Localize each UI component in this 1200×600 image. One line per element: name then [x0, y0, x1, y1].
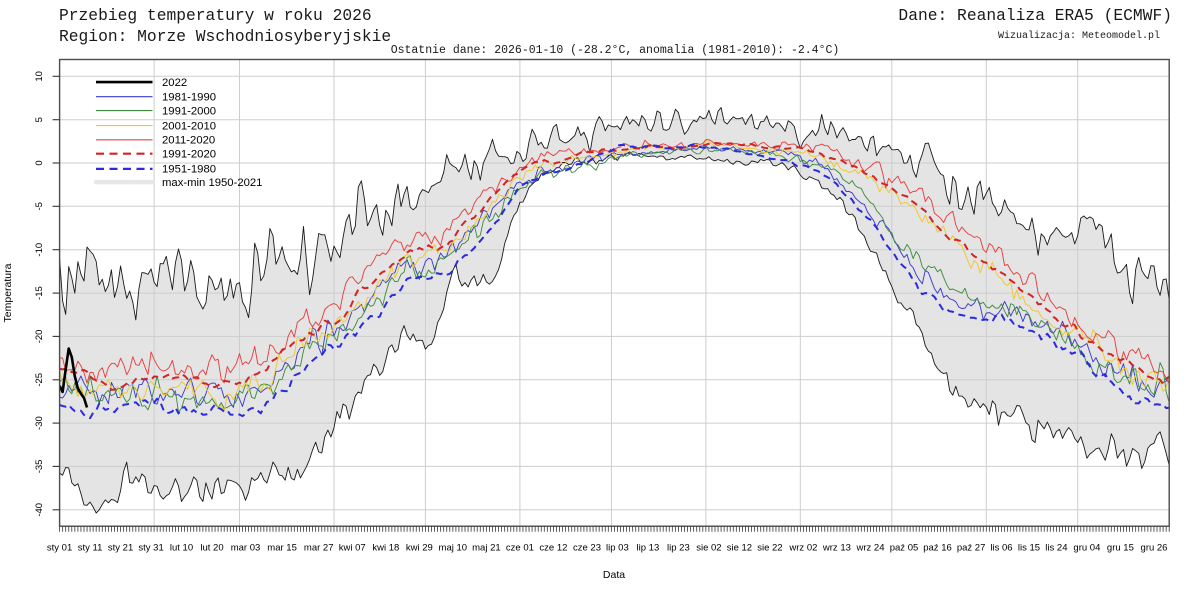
svg-text:mar 15: mar 15	[267, 543, 297, 554]
svg-text:lut 10: lut 10	[170, 543, 193, 554]
svg-text:Dane: Reanaliza ERA5 (ECMWF): Dane: Reanaliza ERA5 (ECMWF)	[898, 6, 1172, 25]
svg-text:cze 23: cze 23	[573, 543, 601, 554]
svg-text:wrz 02: wrz 02	[788, 543, 817, 554]
svg-text:-25: -25	[34, 373, 45, 387]
svg-text:max-min 1950-2021: max-min 1950-2021	[162, 177, 262, 189]
svg-text:2022: 2022	[162, 77, 187, 89]
svg-text:2001-2010: 2001-2010	[162, 120, 216, 132]
svg-text:sty 11: sty 11	[78, 543, 103, 554]
svg-text:-35: -35	[34, 460, 45, 474]
svg-text:paź 05: paź 05	[890, 543, 919, 554]
svg-text:-30: -30	[34, 416, 45, 430]
svg-text:lip 03: lip 03	[606, 543, 629, 554]
svg-text:mar 03: mar 03	[231, 543, 261, 554]
svg-text:-40: -40	[34, 503, 45, 517]
svg-text:1991-2020: 1991-2020	[162, 149, 216, 161]
svg-text:gru 26: gru 26	[1141, 543, 1168, 554]
svg-text:-10: -10	[34, 243, 45, 257]
svg-text:0: 0	[34, 160, 45, 165]
svg-text:-15: -15	[34, 286, 45, 300]
svg-text:kwi 18: kwi 18	[372, 543, 399, 554]
svg-text:Ostatnie dane: 2026-01-10 (-28: Ostatnie dane: 2026-01-10 (-28.2°C, anom…	[391, 44, 840, 57]
svg-text:lut 20: lut 20	[200, 543, 223, 554]
svg-text:Wizualizacja: Meteomodel.pl: Wizualizacja: Meteomodel.pl	[998, 30, 1160, 42]
svg-text:Data: Data	[603, 569, 625, 581]
svg-text:lip 23: lip 23	[667, 543, 690, 554]
svg-text:maj 21: maj 21	[472, 543, 501, 554]
svg-text:5: 5	[34, 117, 45, 122]
svg-text:cze 01: cze 01	[506, 543, 534, 554]
svg-text:kwi 29: kwi 29	[406, 543, 433, 554]
svg-text:sie 02: sie 02	[696, 543, 721, 554]
svg-text:paź 27: paź 27	[957, 543, 986, 554]
svg-text:lip 13: lip 13	[637, 543, 660, 554]
svg-text:lis 24: lis 24	[1045, 543, 1067, 554]
svg-text:sty 01: sty 01	[47, 543, 72, 554]
svg-text:Temperatura: Temperatura	[2, 263, 14, 322]
svg-text:1951-1980: 1951-1980	[162, 164, 216, 176]
svg-text:cze 12: cze 12	[539, 543, 567, 554]
svg-text:sty 31: sty 31	[138, 543, 163, 554]
svg-text:maj 10: maj 10	[439, 543, 468, 554]
svg-text:sty 21: sty 21	[108, 543, 133, 554]
svg-text:2011-2020: 2011-2020	[162, 135, 215, 147]
svg-text:sie 12: sie 12	[727, 543, 752, 554]
svg-text:gru 15: gru 15	[1107, 543, 1134, 554]
svg-text:Przebieg temperatury w roku 20: Przebieg temperatury w roku 2026	[59, 6, 372, 25]
svg-text:-5: -5	[34, 202, 45, 210]
svg-text:paź 16: paź 16	[923, 543, 952, 554]
svg-text:1981-1990: 1981-1990	[162, 92, 216, 104]
svg-text:gru 04: gru 04	[1073, 543, 1100, 554]
svg-text:kwi 07: kwi 07	[339, 543, 366, 554]
svg-text:lis 06: lis 06	[990, 543, 1012, 554]
svg-text:10: 10	[34, 71, 45, 82]
svg-text:mar 27: mar 27	[304, 543, 334, 554]
svg-text:lis 15: lis 15	[1018, 543, 1040, 554]
svg-text:-20: -20	[34, 330, 45, 344]
svg-text:wrz 13: wrz 13	[822, 543, 851, 554]
svg-text:sie 22: sie 22	[757, 543, 782, 554]
svg-text:wrz 24: wrz 24	[856, 543, 885, 554]
svg-text:1991-2000: 1991-2000	[162, 105, 216, 117]
svg-text:Region: Morze Wschodniosyberyj: Region: Morze Wschodniosyberyjskie	[59, 27, 391, 46]
